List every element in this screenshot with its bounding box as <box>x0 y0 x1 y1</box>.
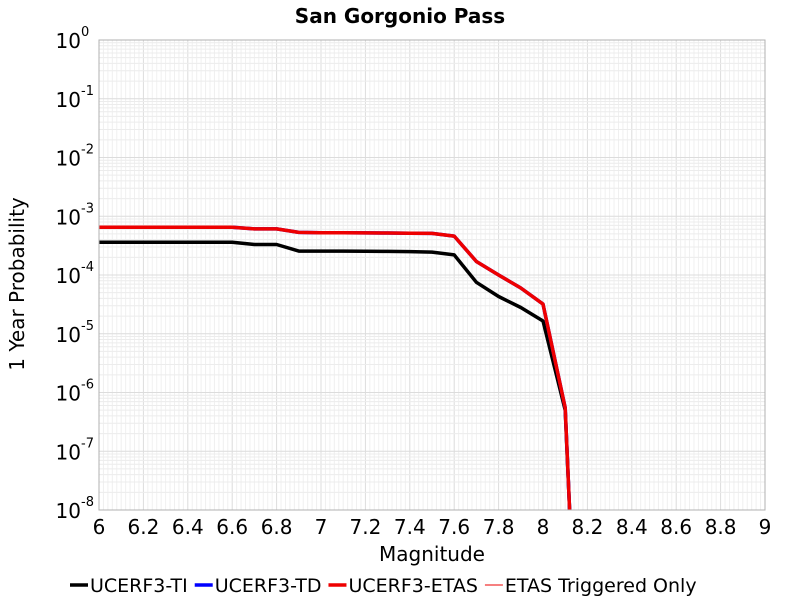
y-tick-base: 10 <box>56 29 81 53</box>
series-line-ucerf3-etas <box>99 225 572 511</box>
x-tick-label: 6 <box>93 515 106 539</box>
x-tick-label: 6.6 <box>216 515 248 539</box>
x-tick-label: 6.8 <box>261 515 293 539</box>
legend-item: ETAS Triggered Only <box>484 575 697 597</box>
y-tick-base: 10 <box>56 382 81 406</box>
y-tick-exponent: -7 <box>81 436 94 451</box>
chart-title: San Gorgonio Pass <box>295 4 505 28</box>
legend-item: UCERF3-ETAS <box>328 575 478 597</box>
y-tick-label: 10 -8 <box>56 495 94 523</box>
y-tick-base: 10 <box>56 440 81 464</box>
y-tick-label: 10 -1 <box>56 84 94 112</box>
y-tick-base: 10 <box>56 323 81 347</box>
legend-label: UCERF3-ETAS <box>348 575 477 597</box>
y-tick-label: 10 -6 <box>56 378 94 406</box>
y-tick-exponent: -6 <box>81 378 94 393</box>
x-tick-label: 8.4 <box>616 515 648 539</box>
x-tick-label: 7.2 <box>349 515 381 539</box>
x-tick-label: 7.6 <box>438 515 470 539</box>
grid <box>98 40 766 511</box>
x-tick-label: 7.8 <box>483 515 515 539</box>
y-tick-label: 10 -3 <box>56 201 94 229</box>
y-tick-base: 10 <box>56 264 81 288</box>
y-tick-exponent: -8 <box>81 495 94 510</box>
y-tick-exponent: -2 <box>81 143 94 158</box>
legend-item: UCERF3-TI <box>70 575 188 597</box>
legend: UCERF3-TI UCERF3-TD UCERF3-ETAS ETAS Trigge… <box>70 575 697 597</box>
y-tick-exponent: -1 <box>81 84 94 99</box>
x-tick-label: 7 <box>315 515 328 539</box>
legend-item: UCERF3-TD <box>194 575 322 597</box>
x-tick-label: 7.4 <box>394 515 426 539</box>
x-tick-label: 8.6 <box>660 515 692 539</box>
y-tick-base: 10 <box>56 88 81 112</box>
y-tick-base: 10 <box>56 147 81 171</box>
y-tick-label: 10 -7 <box>56 436 94 464</box>
y-tick-base: 10 <box>56 499 81 523</box>
y-tick-label: 10 -5 <box>56 319 94 347</box>
y-tick-label: 10 -4 <box>56 260 94 288</box>
x-axis-label: Magnitude <box>379 542 485 566</box>
series-layer <box>99 225 572 511</box>
y-axis-label: 1 Year Probability <box>5 197 29 371</box>
y-tick-label: 10 0 <box>56 25 90 53</box>
x-tick-labels: 6 6.2 6.4 6.6 6.8 7 7.2 7.4 7.6 7.8 8 8.2 8.4 8.6 8.8 9 <box>93 515 772 539</box>
x-tick-label: 9 <box>759 515 772 539</box>
series-line-ucerf3-ti <box>99 240 572 511</box>
y-tick-exponent: -3 <box>81 201 94 216</box>
x-tick-label: 8.8 <box>705 515 737 539</box>
y-tick-exponent: -5 <box>81 319 94 334</box>
x-tick-label: 8.2 <box>571 515 603 539</box>
plot-border <box>98 39 766 511</box>
legend-label: UCERF3-TI <box>90 575 188 597</box>
y-tick-base: 10 <box>56 205 81 229</box>
x-tick-label: 8 <box>537 515 550 539</box>
y-tick-exponent: -4 <box>81 260 94 275</box>
y-tick-label: 10 -2 <box>56 143 94 171</box>
legend-label: UCERF3-TD <box>215 575 322 597</box>
x-tick-label: 6.2 <box>127 515 159 539</box>
x-tick-label: 6.4 <box>172 515 204 539</box>
y-tick-exponent: 0 <box>81 25 89 40</box>
legend-label: ETAS Triggered Only <box>505 575 697 597</box>
